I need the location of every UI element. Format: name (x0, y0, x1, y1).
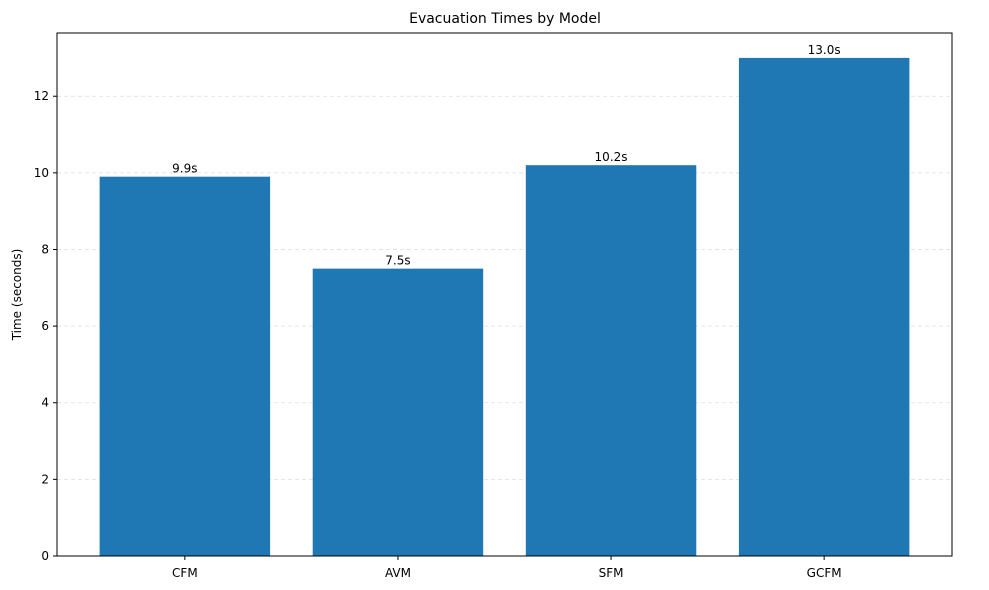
y-tick-label: 2 (41, 472, 49, 486)
data-labels: 9.9s 7.5s 10.2s 13.0s (172, 43, 840, 268)
y-tick-label: 0 (41, 549, 49, 563)
bars (99, 57, 910, 557)
x-tick-label: GCFM (807, 566, 842, 580)
y-tick-label: 8 (41, 242, 49, 256)
x-axis: CFM AVM SFM GCFM (172, 556, 842, 580)
x-tick-label: SFM (599, 566, 624, 580)
bar-cfm (99, 176, 271, 556)
y-tick-label: 10 (34, 166, 49, 180)
x-tick-label: AVM (385, 566, 411, 580)
bar-sfm (525, 165, 697, 556)
y-tick-label: 4 (41, 396, 49, 410)
data-label: 13.0s (808, 43, 841, 57)
bar-gcfm (738, 57, 910, 557)
data-label: 7.5s (385, 254, 410, 268)
y-axis-label: Time (seconds) (10, 249, 24, 342)
y-tick-label: 6 (41, 319, 49, 333)
data-label: 10.2s (595, 150, 628, 164)
chart-title: Evacuation Times by Model (409, 11, 601, 27)
y-tick-label: 12 (34, 89, 49, 103)
data-label: 9.9s (172, 162, 197, 176)
bar-avm (312, 268, 484, 556)
x-tick-label: CFM (172, 566, 198, 580)
y-axis: 0 2 4 6 8 10 12 (34, 89, 57, 563)
plot-frame (56, 32, 953, 557)
